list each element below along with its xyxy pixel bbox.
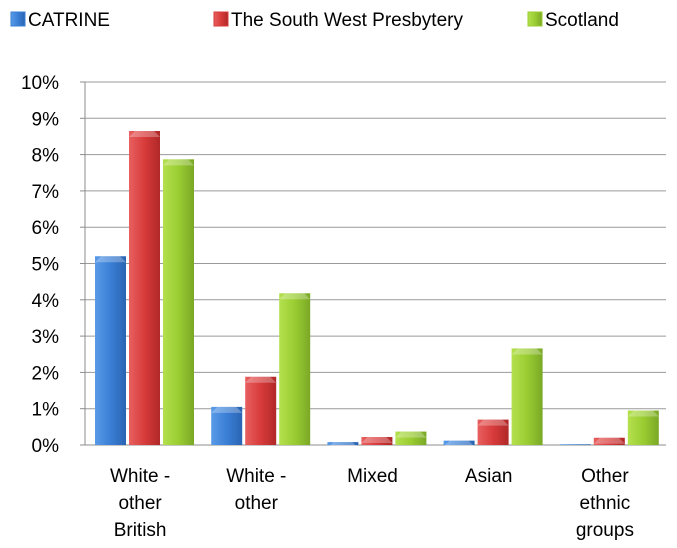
- x-category-label-line: Asian: [465, 466, 513, 487]
- y-tick-label-4: 4%: [32, 291, 60, 312]
- legend-label-3: Scotland: [545, 10, 619, 31]
- x-category-label-line: British: [114, 520, 167, 541]
- x-category-label-line: groups: [576, 520, 634, 541]
- x-category-label-1: White - other British: [110, 466, 170, 541]
- bars: [95, 131, 659, 449]
- x-category-label-5: Other ethnic groups: [576, 466, 634, 541]
- x-category-label-4: Asian: [465, 466, 513, 487]
- bar-1-2: [129, 131, 160, 445]
- bar-2-1: [211, 406, 243, 445]
- bar-3-3: [395, 431, 427, 445]
- bar-4-1: [443, 440, 475, 447]
- bar-3-2: [361, 437, 393, 445]
- x-category-label-line: other: [235, 493, 279, 514]
- x-category-label-line: other: [118, 493, 162, 514]
- bar-5-3: [627, 410, 659, 445]
- x-category-label-3: Mixed: [347, 466, 398, 487]
- x-category-label-2: White - other: [226, 466, 286, 514]
- x-axis: White - other British White - other Mixed Asia…: [110, 466, 634, 541]
- bar-1-3: [163, 159, 194, 445]
- legend-label-2: The South West Presbytery: [231, 10, 463, 31]
- y-tick-label-7: 7%: [32, 182, 60, 203]
- x-category-label-line: White -: [226, 466, 286, 487]
- x-category-label-line: Other: [581, 466, 629, 487]
- legend-swatch-3: [527, 11, 543, 27]
- y-axis: 0% 1% 2% 3% 4% 5% 6% 7% 8% 9% 10%: [21, 73, 86, 457]
- y-tick-label-9: 9%: [32, 109, 60, 130]
- y-tick-label-8: 8%: [32, 146, 60, 167]
- y-tick-label-2: 2%: [32, 363, 60, 384]
- y-tick-label-1: 1%: [32, 400, 60, 421]
- legend-swatch-2: [213, 11, 229, 27]
- y-tick-label-10: 10%: [21, 73, 59, 94]
- bar-2-3: [279, 293, 311, 445]
- bar-5-1: [559, 444, 591, 445]
- bar-2-2: [245, 376, 277, 445]
- y-tick-label-3: 3%: [32, 327, 60, 348]
- bar-4-3: [511, 348, 543, 445]
- legend: CATRINE The South West Presbytery Scotland: [10, 10, 619, 31]
- y-tick-label-6: 6%: [32, 218, 60, 239]
- x-category-label-line: ethnic: [580, 493, 631, 514]
- bar-5-2: [593, 437, 625, 445]
- bar-4-2: [477, 419, 509, 445]
- bar-1-1: [95, 256, 126, 445]
- x-category-label-line: White -: [110, 466, 170, 487]
- legend-label-1: CATRINE: [28, 10, 110, 31]
- legend-swatch-1: [10, 11, 26, 27]
- y-tick-label-0: 0%: [32, 436, 60, 457]
- bar-3-1: [327, 442, 359, 449]
- y-tick-label-5: 5%: [32, 255, 60, 276]
- x-category-label-line: Mixed: [347, 466, 398, 487]
